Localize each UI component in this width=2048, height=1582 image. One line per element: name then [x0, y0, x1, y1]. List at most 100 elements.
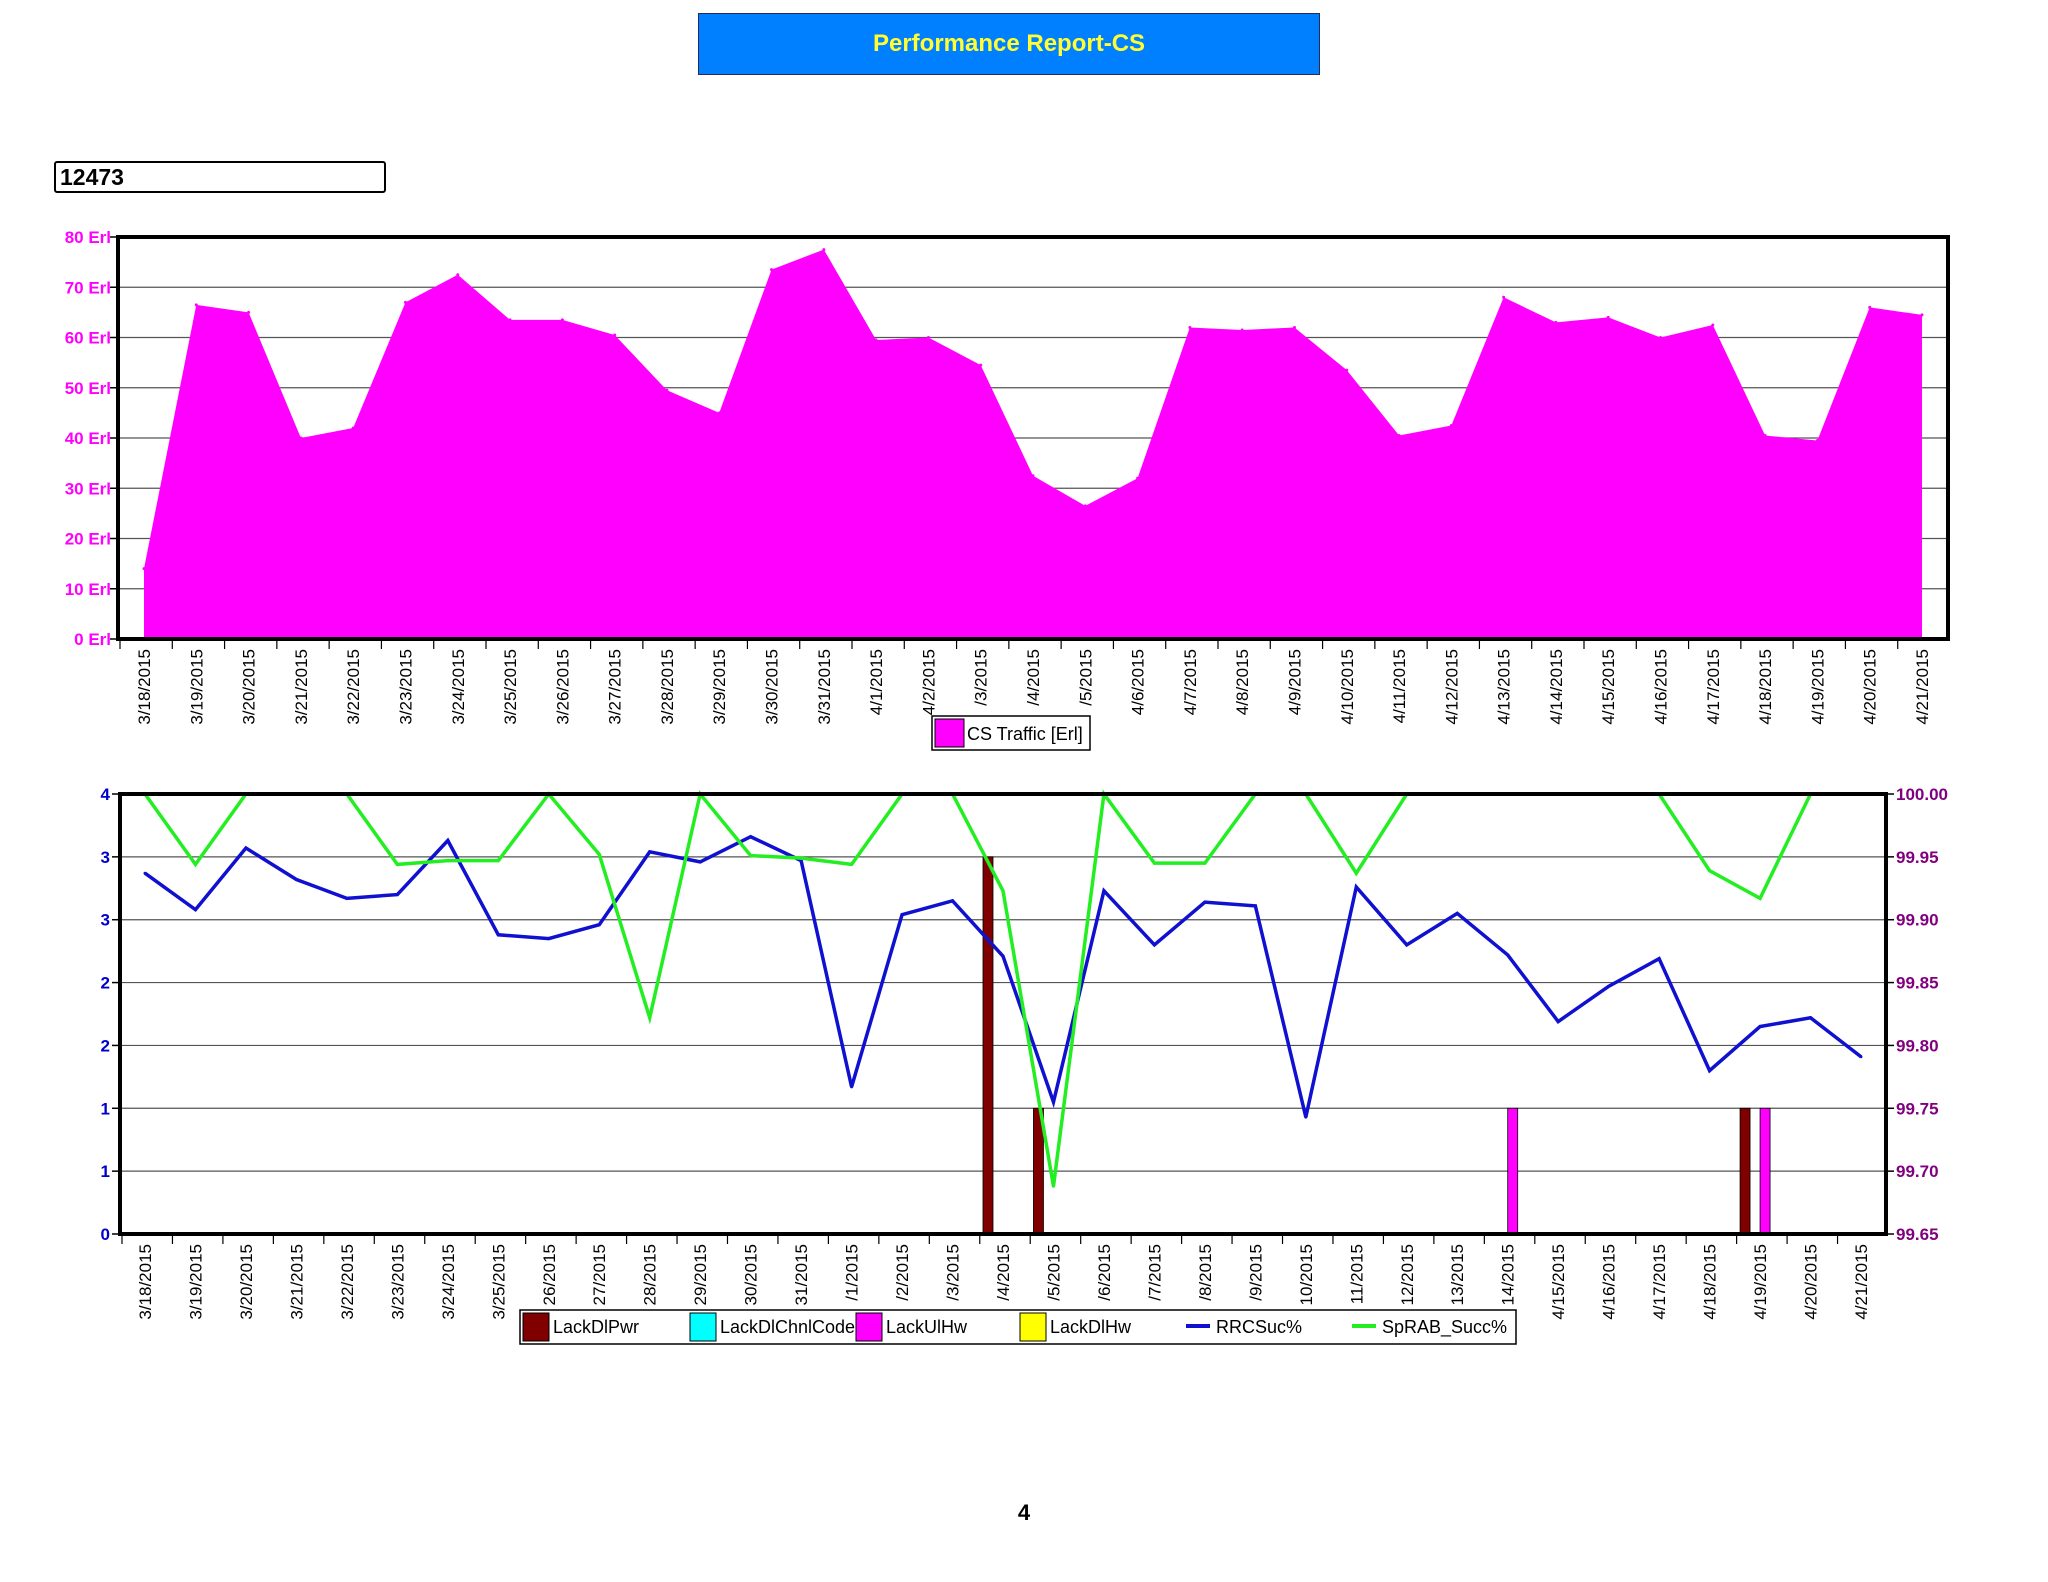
x-tick-label: /5/2015	[1076, 649, 1095, 706]
x-tick-label: 3/27/2015	[606, 649, 625, 725]
y-tick-label-left: 1	[101, 1099, 110, 1118]
rrc-suc-point	[1051, 1100, 1055, 1104]
x-tick-label: 4/18/2015	[1756, 649, 1775, 725]
x-tick-label: 4/13/2015	[1495, 649, 1514, 725]
cs-traffic-point	[770, 268, 774, 272]
x-tick-label: 4/12/2015	[1442, 649, 1461, 725]
cs-traffic-point	[508, 318, 512, 322]
cs-traffic-point	[665, 388, 669, 392]
x-tick-label: /3/2015	[944, 1244, 963, 1301]
legend-swatch	[934, 718, 965, 748]
rrc-suc-point	[1708, 1069, 1712, 1073]
x-tick-label: 4/8/2015	[1233, 649, 1252, 715]
y-tick-label: 20 Erl	[65, 530, 111, 549]
cs-traffic-point	[1920, 313, 1924, 317]
rrc-suc-point	[547, 937, 551, 941]
rrc-suc-point	[1304, 1115, 1308, 1119]
sprab-succ-point	[1354, 871, 1358, 875]
x-tick-label: 4/11/2015	[1390, 649, 1409, 723]
y-tick-label: 10 Erl	[65, 580, 111, 599]
x-tick-label: /6/2015	[1095, 1244, 1114, 1301]
legend-label: SpRAB_Succ%	[1382, 1317, 1507, 1338]
cs-traffic-point	[1345, 368, 1349, 372]
kpi-chart: 0 1 1 2 2 3 3 4 99.65 99.70 99.75 99.80 99.85 99.90 99…	[101, 785, 1948, 1345]
x-tick-label: 4/2/2015	[919, 649, 938, 715]
plot-frame	[116, 235, 1950, 641]
sprab-succ-point	[799, 856, 803, 860]
x-tick-label: 3/24/2015	[449, 649, 468, 725]
cs-traffic-point	[874, 338, 878, 342]
x-tick-label: 3/24/2015	[439, 1244, 458, 1320]
cs-traffic-point	[1763, 433, 1767, 437]
x-tick-label: 4/7/2015	[1181, 649, 1200, 715]
rrc-suc-point	[597, 923, 601, 927]
x-tick-label: /4/2015	[1024, 649, 1043, 706]
x-tick-label: 4/1/2015	[867, 649, 886, 715]
x-tick-label: /5/2015	[1044, 1244, 1063, 1301]
rrc-suc-point	[900, 913, 904, 917]
y-tick-label-right: 99.90	[1896, 911, 1939, 930]
x-tick-label: 4/20/2015	[1861, 649, 1880, 725]
x-tick-label: /8/2015	[1196, 1244, 1215, 1301]
x-tick-label: 3/25/2015	[489, 1244, 508, 1320]
x-tick-label: 4/10/2015	[1338, 649, 1357, 725]
y-tick-label: 0 Erl	[74, 630, 111, 649]
legend-label: LackDlChnlCode	[720, 1317, 855, 1337]
cs-traffic-point	[456, 273, 460, 277]
lack-dl-pwr-bar	[1739, 1107, 1751, 1235]
lack-ul-hw-bar	[1507, 1107, 1519, 1235]
lack-dl-pwr-bar	[982, 856, 994, 1235]
rrc-suc-point	[850, 1085, 854, 1089]
sprab-succ-point	[193, 862, 197, 866]
rrc-suc-point	[1506, 953, 1510, 957]
x-tick-label: 14/2015	[1499, 1244, 1518, 1305]
sprab-succ-point	[850, 862, 854, 866]
legend-box	[519, 1309, 1517, 1345]
rrc-suc-point	[1455, 911, 1459, 915]
cs-traffic-point	[1502, 295, 1506, 299]
rrc-suc-point	[143, 871, 147, 875]
x-tick-label: 4/16/2015	[1600, 1244, 1619, 1320]
sprab-succ-point	[749, 854, 753, 858]
cs-traffic-point	[1868, 305, 1872, 309]
rrc-suc-point	[648, 850, 652, 854]
sprab-succ-point	[597, 852, 601, 856]
cs-traffic-point	[1815, 439, 1819, 443]
rrc-suc-point	[1809, 1016, 1813, 1020]
legend: LackDlPwr LackDlChnlCode LackUlHw LackDlHw R…	[519, 1309, 1517, 1345]
legend-swatch	[855, 1312, 883, 1342]
x-tick-label: 29/2015	[691, 1244, 710, 1305]
plot-frame	[118, 792, 1888, 1236]
sprab-succ-point	[648, 1016, 652, 1020]
legend-swatch	[689, 1312, 717, 1342]
x-tick-label: 3/28/2015	[658, 649, 677, 725]
x-tick-label: 4/17/2015	[1650, 1244, 1669, 1320]
cs-traffic-point	[560, 318, 564, 322]
y-tick-label-right: 99.95	[1896, 848, 1939, 867]
cs-traffic-point	[717, 411, 721, 415]
x-tick-label: 3/19/2015	[187, 649, 206, 725]
rrc-suc-point	[698, 860, 702, 864]
sprab-succ-point	[1051, 1184, 1055, 1188]
x-tick-label: 3/23/2015	[396, 649, 415, 725]
cs-traffic-point	[1449, 423, 1453, 427]
y-tick-label-right: 99.65	[1896, 1225, 1939, 1244]
y-tick-label-right: 99.75	[1896, 1099, 1939, 1118]
x-tick-label: 3/20/2015	[237, 1244, 256, 1320]
cs-traffic-point	[194, 303, 198, 307]
x-tick-label: 3/21/2015	[287, 1244, 306, 1320]
x-tick-label: 3/29/2015	[710, 649, 729, 725]
rrc-suc-point	[395, 893, 399, 897]
x-tick-label: 4/16/2015	[1652, 649, 1671, 725]
rrc-suc-point	[193, 908, 197, 912]
x-tick-label: 4/20/2015	[1802, 1244, 1821, 1320]
rrc-suc-point	[1001, 954, 1005, 958]
x-tick-label: 4/14/2015	[1547, 649, 1566, 725]
y-tick-label-left: 3	[101, 848, 110, 867]
cs-traffic-point	[299, 436, 303, 440]
report-title: Performance Report-CS	[698, 13, 1320, 75]
rrc-suc-point	[1859, 1055, 1863, 1059]
cs-traffic-point	[822, 248, 826, 252]
rrc-suc-point	[294, 877, 298, 881]
